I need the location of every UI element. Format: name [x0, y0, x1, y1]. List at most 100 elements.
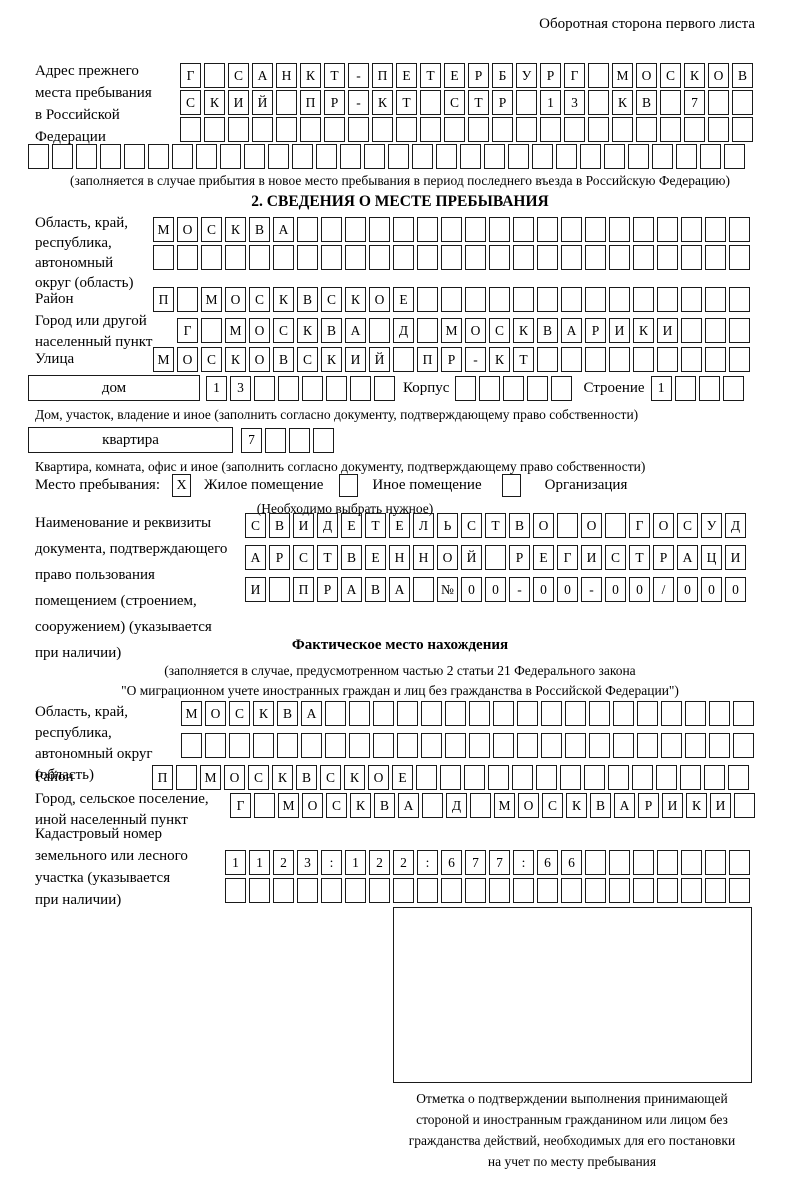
- char-cell[interactable]: [709, 733, 730, 758]
- char-cell[interactable]: [633, 245, 654, 270]
- char-cell[interactable]: [729, 878, 750, 903]
- char-cell[interactable]: Е: [365, 545, 386, 570]
- char-cell[interactable]: [685, 701, 706, 726]
- char-cell[interactable]: [729, 850, 750, 875]
- char-cell[interactable]: П: [152, 765, 173, 790]
- stay-type-checkbox-residential[interactable]: X: [172, 474, 191, 497]
- char-cell[interactable]: И: [345, 347, 366, 372]
- char-cell[interactable]: 0: [725, 577, 746, 602]
- char-cell[interactable]: [657, 287, 678, 312]
- char-cell[interactable]: С: [249, 287, 270, 312]
- char-cell[interactable]: [254, 375, 275, 401]
- char-cell[interactable]: О: [636, 63, 657, 88]
- char-cell[interactable]: [417, 318, 438, 343]
- char-cell[interactable]: Н: [389, 545, 410, 570]
- char-cell[interactable]: [416, 765, 437, 790]
- char-cell[interactable]: [417, 245, 438, 270]
- char-cell[interactable]: [345, 878, 366, 903]
- char-cell[interactable]: 3: [297, 850, 318, 875]
- char-cell[interactable]: [177, 287, 198, 312]
- char-cell[interactable]: [588, 63, 609, 88]
- char-cell[interactable]: [441, 217, 462, 242]
- char-cell[interactable]: П: [372, 63, 393, 88]
- char-cell[interactable]: [349, 733, 370, 758]
- char-cell[interactable]: 2: [393, 850, 414, 875]
- char-cell[interactable]: [324, 117, 345, 142]
- char-cell[interactable]: [465, 245, 486, 270]
- char-cell[interactable]: М: [201, 287, 222, 312]
- char-cell[interactable]: [373, 733, 394, 758]
- char-cell[interactable]: [729, 217, 750, 242]
- char-cell[interactable]: [513, 878, 534, 903]
- char-cell[interactable]: [469, 701, 490, 726]
- char-cell[interactable]: [148, 144, 169, 169]
- char-cell[interactable]: [445, 733, 466, 758]
- char-cell[interactable]: М: [200, 765, 221, 790]
- char-cell[interactable]: [421, 733, 442, 758]
- char-cell[interactable]: [300, 117, 321, 142]
- char-cell[interactable]: П: [293, 577, 314, 602]
- char-cell[interactable]: Е: [389, 513, 410, 538]
- char-cell[interactable]: К: [253, 701, 274, 726]
- char-cell[interactable]: [393, 217, 414, 242]
- char-cell[interactable]: Г: [564, 63, 585, 88]
- char-cell[interactable]: С: [444, 90, 465, 115]
- char-cell[interactable]: О: [581, 513, 602, 538]
- char-cell[interactable]: [728, 765, 749, 790]
- char-cell[interactable]: [564, 117, 585, 142]
- char-cell[interactable]: 1: [249, 850, 270, 875]
- char-cell[interactable]: [705, 217, 726, 242]
- char-cell[interactable]: [201, 245, 222, 270]
- char-cell[interactable]: [705, 347, 726, 372]
- char-cell[interactable]: С: [201, 347, 222, 372]
- char-cell[interactable]: П: [153, 287, 174, 312]
- char-cell[interactable]: А: [345, 318, 366, 343]
- char-cell[interactable]: 0: [629, 577, 650, 602]
- cadastral-row-2[interactable]: [225, 878, 753, 903]
- char-cell[interactable]: Е: [392, 765, 413, 790]
- char-cell[interactable]: 0: [701, 577, 722, 602]
- char-cell[interactable]: С: [228, 63, 249, 88]
- char-cell[interactable]: А: [341, 577, 362, 602]
- char-cell[interactable]: Д: [393, 318, 414, 343]
- char-cell[interactable]: [704, 765, 725, 790]
- char-cell[interactable]: -: [348, 63, 369, 88]
- char-cell[interactable]: [513, 287, 534, 312]
- char-cell[interactable]: [633, 217, 654, 242]
- char-cell[interactable]: 7: [684, 90, 705, 115]
- char-cell[interactable]: [733, 733, 754, 758]
- char-cell[interactable]: О: [653, 513, 674, 538]
- char-cell[interactable]: Р: [468, 63, 489, 88]
- char-cell[interactable]: [637, 733, 658, 758]
- char-cell[interactable]: [417, 878, 438, 903]
- char-cell[interactable]: [277, 733, 298, 758]
- char-cell[interactable]: М: [441, 318, 462, 343]
- char-cell[interactable]: О: [249, 347, 270, 372]
- char-cell[interactable]: [249, 245, 270, 270]
- char-cell[interactable]: [273, 245, 294, 270]
- char-cell[interactable]: К: [225, 217, 246, 242]
- char-cell[interactable]: 3: [230, 375, 251, 401]
- char-cell[interactable]: В: [277, 701, 298, 726]
- char-cell[interactable]: [124, 144, 145, 169]
- char-cell[interactable]: [527, 375, 549, 401]
- char-cell[interactable]: [397, 733, 418, 758]
- char-cell[interactable]: И: [245, 577, 266, 602]
- char-cell[interactable]: [585, 217, 606, 242]
- apartment-cells[interactable]: 7: [241, 427, 337, 453]
- char-cell[interactable]: [705, 287, 726, 312]
- char-cell[interactable]: [705, 245, 726, 270]
- char-cell[interactable]: М: [494, 793, 515, 818]
- char-cell[interactable]: [412, 144, 433, 169]
- char-cell[interactable]: [734, 793, 755, 818]
- char-cell[interactable]: 0: [461, 577, 482, 602]
- char-cell[interactable]: О: [224, 765, 245, 790]
- char-cell[interactable]: С: [229, 701, 250, 726]
- char-cell[interactable]: [489, 245, 510, 270]
- char-cell[interactable]: О: [249, 318, 270, 343]
- char-cell[interactable]: [413, 577, 434, 602]
- char-cell[interactable]: [633, 850, 654, 875]
- char-cell[interactable]: [276, 117, 297, 142]
- char-cell[interactable]: [633, 347, 654, 372]
- char-cell[interactable]: У: [701, 513, 722, 538]
